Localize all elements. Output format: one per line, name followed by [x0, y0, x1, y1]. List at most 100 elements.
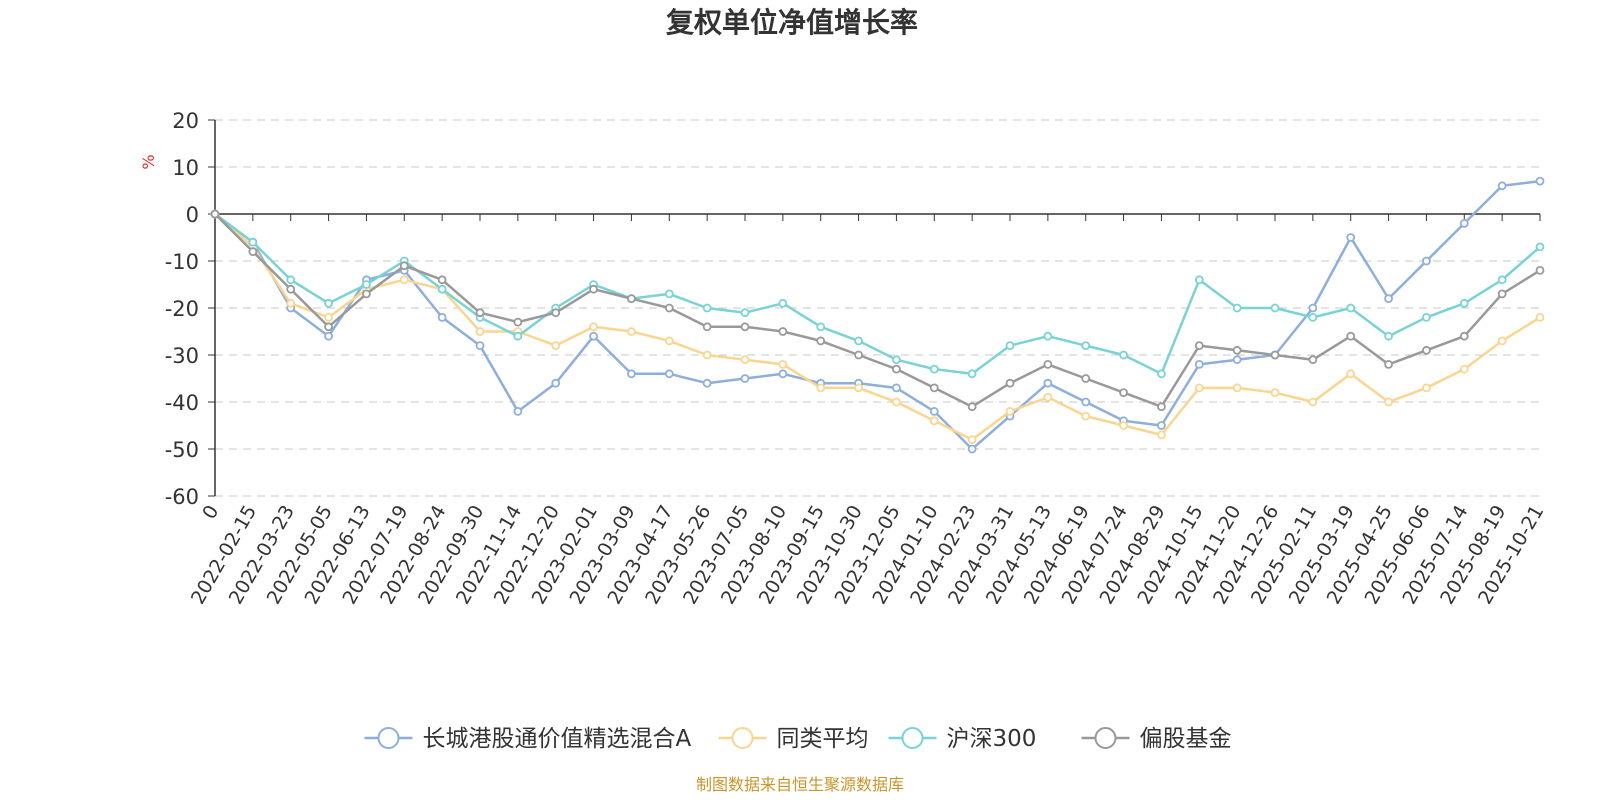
- data-point: [1270, 303, 1280, 313]
- data-point: [1535, 312, 1545, 322]
- data-point: [589, 331, 598, 341]
- legend-label: 沪深300: [947, 726, 1037, 752]
- data-point: [892, 355, 901, 365]
- data-point: [1270, 388, 1280, 398]
- data-point: [362, 280, 371, 289]
- data-point: [1497, 336, 1507, 346]
- y-tick-labels: 20 10 0 -10 -20 -30 -40 -50 -60: [165, 109, 199, 509]
- data-point: [1043, 359, 1053, 369]
- y-axis-unit: %: [139, 154, 158, 169]
- data-point: [1497, 275, 1507, 285]
- data-point: [475, 341, 485, 351]
- data-point: [1459, 218, 1469, 228]
- data-point: [1459, 298, 1469, 308]
- data-source-note: 制图数据来自恒生聚源数据库: [696, 775, 904, 794]
- legend-item-2: 同类平均: [718, 726, 869, 752]
- data-point: [513, 406, 523, 416]
- data-point: [929, 364, 939, 374]
- data-point: [210, 209, 220, 219]
- data-point: [1194, 275, 1204, 285]
- data-point: [664, 369, 674, 379]
- data-point: [437, 284, 447, 294]
- data-point: [1535, 242, 1545, 252]
- legend: 长城港股通价值精选混合A 同类平均 沪深300 偏股基金: [364, 726, 1232, 752]
- data-point: [324, 298, 333, 308]
- data-point: [1232, 345, 1242, 355]
- data-point: [286, 284, 296, 294]
- legend-item-4: 偏股基金: [1081, 726, 1232, 752]
- data-point: [1005, 341, 1015, 351]
- data-point: [1043, 392, 1053, 402]
- data-point: [1422, 383, 1431, 393]
- legend-item-1: 长城港股通价值精选混合A: [364, 726, 692, 752]
- y-tick-label: -20: [165, 297, 199, 321]
- data-point: [1497, 289, 1507, 299]
- data-point: [1270, 350, 1280, 360]
- data-point: [589, 322, 598, 332]
- data-point: [702, 322, 712, 332]
- series-line: [214, 213, 1541, 441]
- data-point: [437, 312, 447, 322]
- data-point: [967, 435, 977, 445]
- data-point: [967, 444, 977, 454]
- data-point: [1232, 355, 1242, 365]
- series-3: [210, 209, 1545, 379]
- data-point: [1157, 430, 1166, 440]
- legend-item-3: 沪深300: [888, 726, 1037, 752]
- data-point: [1081, 411, 1091, 421]
- y-tick-label: 0: [186, 203, 199, 227]
- data-point: [929, 383, 939, 393]
- data-point: [892, 383, 901, 393]
- legend-label: 同类平均: [777, 726, 869, 752]
- series-2: [210, 209, 1545, 445]
- series-lines: [210, 176, 1545, 454]
- data-point: [1119, 350, 1128, 360]
- data-point: [1422, 345, 1431, 355]
- series-1: [210, 176, 1545, 454]
- data-point: [1232, 383, 1242, 393]
- data-point: [1194, 341, 1204, 351]
- data-point: [740, 374, 750, 383]
- data-point: [740, 308, 750, 318]
- y-tick-label: -60: [165, 485, 199, 509]
- data-point: [702, 350, 712, 360]
- data-point: [1346, 331, 1356, 341]
- axes: [208, 119, 1541, 497]
- series-line: [214, 179, 1541, 451]
- data-point: [1459, 331, 1469, 341]
- grid-lines: [215, 119, 1540, 497]
- data-point: [778, 298, 788, 308]
- data-point: [702, 378, 712, 388]
- data-point: [892, 397, 901, 407]
- data-point: [1157, 369, 1166, 379]
- data-point: [475, 308, 485, 318]
- series-line: [214, 213, 1541, 408]
- data-point: [248, 237, 258, 247]
- data-point: [1384, 331, 1393, 341]
- data-point: [664, 289, 674, 299]
- data-point: [551, 308, 561, 318]
- data-point: [475, 327, 485, 336]
- data-point: [1005, 406, 1015, 416]
- data-point: [1194, 383, 1204, 393]
- data-point: [854, 350, 863, 360]
- data-point: [1194, 359, 1204, 369]
- data-point: [324, 331, 333, 341]
- legend-marker-icon: [731, 727, 754, 749]
- data-point: [362, 289, 371, 299]
- data-point: [1384, 359, 1393, 369]
- data-point: [1384, 397, 1393, 407]
- data-point: [778, 327, 788, 336]
- x-tick-label: 0: [198, 502, 223, 523]
- legend-label: 长城港股通价值精选混合A: [423, 726, 692, 752]
- data-point: [1043, 331, 1053, 341]
- data-point: [1422, 312, 1431, 322]
- data-point: [967, 402, 977, 412]
- data-point: [1308, 355, 1318, 365]
- data-point: [1308, 397, 1318, 407]
- data-point: [1119, 421, 1128, 430]
- data-point: [627, 369, 636, 379]
- data-point: [324, 322, 333, 332]
- data-point: [1308, 312, 1318, 322]
- data-point: [1535, 176, 1545, 186]
